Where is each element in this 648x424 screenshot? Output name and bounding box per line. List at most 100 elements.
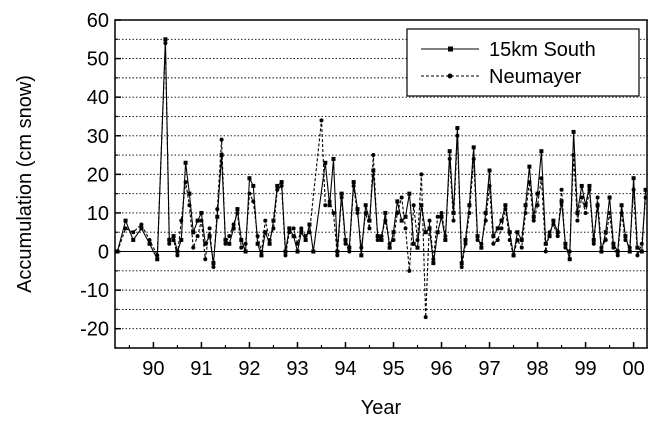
data-point-square [519, 237, 524, 242]
data-point-circle [167, 241, 172, 246]
data-point-square [251, 183, 256, 188]
data-point-circle [363, 210, 368, 215]
data-point-circle [323, 203, 328, 208]
data-point-circle [643, 195, 648, 200]
data-point-circle [203, 257, 208, 262]
y-tick-label: -10 [80, 280, 109, 302]
data-point-square [283, 249, 288, 254]
data-point-circle [451, 218, 456, 223]
data-point-circle [283, 253, 288, 258]
data-point-square [615, 249, 620, 254]
data-point-circle [443, 234, 448, 239]
data-point-square [463, 237, 468, 242]
data-point-square [275, 183, 280, 188]
data-point-circle [603, 237, 608, 242]
data-point-circle [579, 195, 584, 200]
data-point-square [355, 207, 360, 212]
data-point-circle [475, 237, 480, 242]
data-point-square [295, 249, 300, 254]
data-point-square [539, 149, 544, 154]
data-point-square [595, 203, 600, 208]
data-point-circle [631, 187, 636, 192]
data-point-square [259, 253, 264, 258]
data-point-circle [211, 264, 216, 269]
data-point-square [535, 191, 540, 196]
data-point-square [131, 237, 136, 242]
data-point-square [423, 230, 428, 235]
data-point-square [191, 230, 196, 235]
data-point-circle [471, 156, 476, 161]
data-point-circle [187, 203, 192, 208]
data-point-circle [639, 241, 644, 246]
data-point-square [619, 203, 624, 208]
data-point-circle [183, 180, 188, 185]
y-tick-label: 50 [87, 49, 109, 71]
data-point-square [391, 230, 396, 235]
data-point-circle [395, 210, 400, 215]
data-point-square [307, 222, 312, 227]
y-tick-label: 40 [87, 87, 109, 109]
data-point-circle [139, 222, 144, 227]
data-point-square [443, 237, 448, 242]
data-point-circle [299, 226, 304, 231]
data-point-circle [219, 137, 224, 142]
data-point-circle [175, 253, 180, 258]
data-point-square [583, 203, 588, 208]
data-point-circle [599, 245, 604, 250]
y-tick-label: 60 [87, 10, 109, 32]
data-point-square [379, 237, 384, 242]
data-point-circle [519, 245, 524, 250]
data-point-circle [431, 257, 436, 262]
data-point-circle [339, 195, 344, 200]
data-point-square [435, 230, 440, 235]
data-point-square [387, 245, 392, 250]
x-tick-label: 92 [238, 358, 260, 380]
data-point-square [231, 226, 236, 231]
data-point-square [235, 207, 240, 212]
data-point-circle [215, 207, 220, 212]
data-point-circle [115, 249, 120, 254]
data-point-circle [567, 249, 572, 254]
data-point-square [531, 214, 536, 219]
data-point-circle [551, 222, 556, 227]
data-point-square [363, 203, 368, 208]
data-point-square [371, 168, 376, 173]
data-point-circle [587, 187, 592, 192]
data-point-square [223, 237, 228, 242]
data-point-circle [195, 234, 200, 239]
data-point-square [207, 234, 212, 239]
legend-box [406, 28, 640, 97]
data-point-square [187, 191, 192, 196]
data-point-circle [607, 210, 612, 215]
data-point-square [419, 203, 424, 208]
y-tick-label: 0 [98, 242, 109, 264]
data-point-circle [131, 230, 136, 235]
data-point-circle [239, 245, 244, 250]
data-point-circle [295, 241, 300, 246]
legend-marker-circle [447, 73, 453, 79]
data-point-square [203, 241, 208, 246]
data-point-circle [527, 180, 532, 185]
y-tick-label: 20 [87, 164, 109, 186]
data-point-square [431, 261, 436, 266]
data-point-circle [171, 237, 176, 242]
data-point-square [375, 234, 380, 239]
x-tick-label: 00 [622, 358, 644, 380]
data-point-square [291, 234, 296, 239]
data-point-circle [343, 241, 348, 246]
data-point-square [303, 237, 308, 242]
data-point-circle [287, 230, 292, 235]
data-point-square [623, 234, 628, 239]
data-point-circle [467, 210, 472, 215]
data-point-circle [479, 241, 484, 246]
data-point-square [123, 218, 128, 223]
data-point-circle [387, 241, 392, 246]
data-point-square [483, 210, 488, 215]
data-point-circle [359, 245, 364, 250]
data-point-circle [231, 222, 236, 227]
data-point-square [603, 230, 608, 235]
data-point-circle [379, 234, 384, 239]
legend-marker-square [448, 46, 453, 52]
data-point-circle [419, 172, 424, 177]
data-point-circle [223, 241, 228, 246]
